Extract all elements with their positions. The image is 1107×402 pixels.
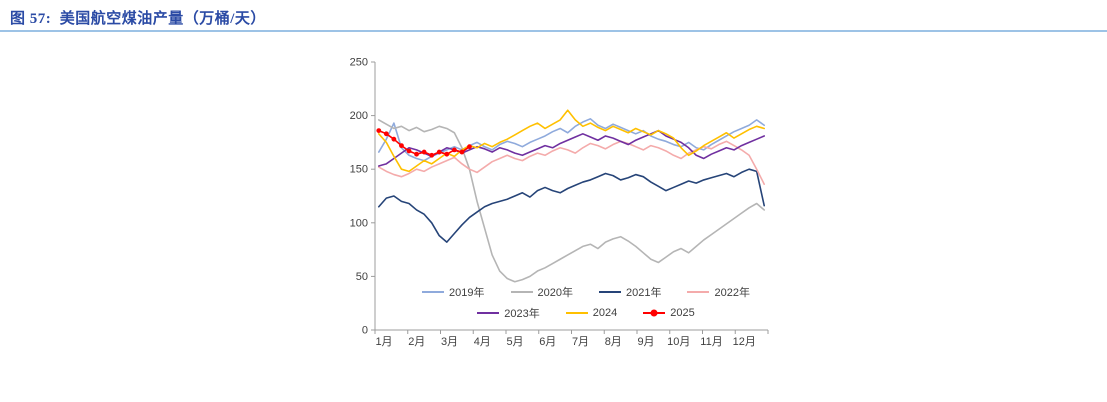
svg-text:1月: 1月 (375, 336, 392, 348)
svg-text:250: 250 (350, 57, 368, 69)
svg-text:0: 0 (362, 325, 368, 337)
svg-text:7月: 7月 (572, 336, 589, 348)
svg-text:100: 100 (350, 217, 368, 229)
svg-text:4月: 4月 (474, 336, 491, 348)
svg-text:2月: 2月 (408, 336, 425, 348)
svg-text:150: 150 (350, 164, 368, 176)
svg-text:12月: 12月 (733, 336, 756, 348)
svg-text:6月: 6月 (539, 336, 556, 348)
svg-text:3月: 3月 (441, 336, 458, 348)
svg-text:200: 200 (350, 110, 368, 122)
svg-text:50: 50 (356, 271, 368, 283)
svg-text:8月: 8月 (605, 336, 622, 348)
svg-text:11月: 11月 (700, 336, 722, 348)
svg-text:5月: 5月 (506, 336, 523, 348)
header-divider (0, 30, 1107, 32)
svg-text:9月: 9月 (637, 336, 654, 348)
line-chart: 0 50 100 150 200 250 1月 2月 3月 4月 5月 6月 7月 8月 9月 10月 11月 1… (350, 57, 769, 348)
svg-text:10月: 10月 (667, 336, 690, 348)
figure-title: 图 57: 美国航空煤油产量（万桶/天） (10, 11, 266, 27)
chart-area: 0 50 100 150 200 250 1月 2月 3月 4月 5月 6月 7月 8月 9月 10月 11月 1… (338, 48, 790, 350)
